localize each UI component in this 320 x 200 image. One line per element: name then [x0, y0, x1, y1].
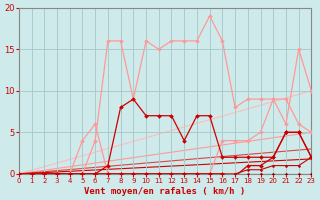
- X-axis label: Vent moyen/en rafales ( km/h ): Vent moyen/en rafales ( km/h ): [84, 187, 246, 196]
